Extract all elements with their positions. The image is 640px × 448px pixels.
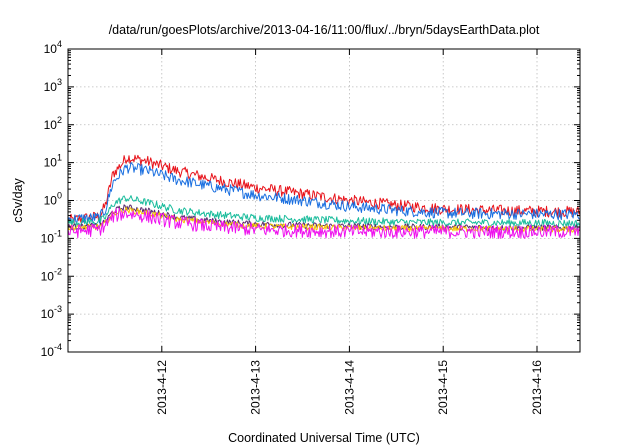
y-tick-label: 102: [44, 115, 62, 132]
series-line-6: [67, 207, 581, 239]
y-tick-label: 10-1: [41, 228, 62, 245]
y-tick-exponent: 0: [57, 191, 62, 201]
y-tick-exponent: 4: [57, 39, 62, 49]
y-tick-label: 104: [44, 39, 62, 56]
y-tick-exponent: 1: [57, 153, 62, 163]
y-tick-label: 10-2: [41, 266, 62, 283]
y-axis-label: cSv/day: [11, 178, 25, 223]
x-axis-label: Coordinated Universal Time (UTC): [228, 431, 420, 445]
x-tick-label: 2013-4-15: [436, 360, 450, 415]
y-tick-exponent: -1: [54, 228, 62, 238]
y-tick-label: 100: [44, 191, 62, 208]
series-line-2: [67, 162, 581, 225]
series-line-3: [67, 195, 581, 228]
y-tick-label: 101: [44, 153, 62, 170]
y-tick-exponent: 2: [57, 115, 62, 125]
chart-title: /data/run/goesPlots/archive/2013-04-16/1…: [109, 23, 540, 37]
x-tick-label: 2013-4-12: [155, 360, 169, 415]
x-tick-label: 2013-4-14: [342, 360, 356, 415]
series-line-1: [67, 154, 581, 224]
y-tick-exponent: -3: [54, 304, 62, 314]
series-group: [67, 154, 581, 239]
x-tick-label: 2013-4-16: [530, 360, 544, 415]
y-tick-exponent: -2: [54, 266, 62, 276]
x-tick-label: 2013-4-13: [249, 360, 263, 415]
y-tick-label: 103: [44, 77, 62, 94]
y-tick-exponent: 3: [57, 77, 62, 87]
series-line-5: [67, 206, 581, 233]
y-tick-exponent: -4: [54, 342, 62, 352]
y-tick-label: 10-3: [41, 304, 62, 321]
y-tick-label: 10-4: [41, 342, 62, 359]
